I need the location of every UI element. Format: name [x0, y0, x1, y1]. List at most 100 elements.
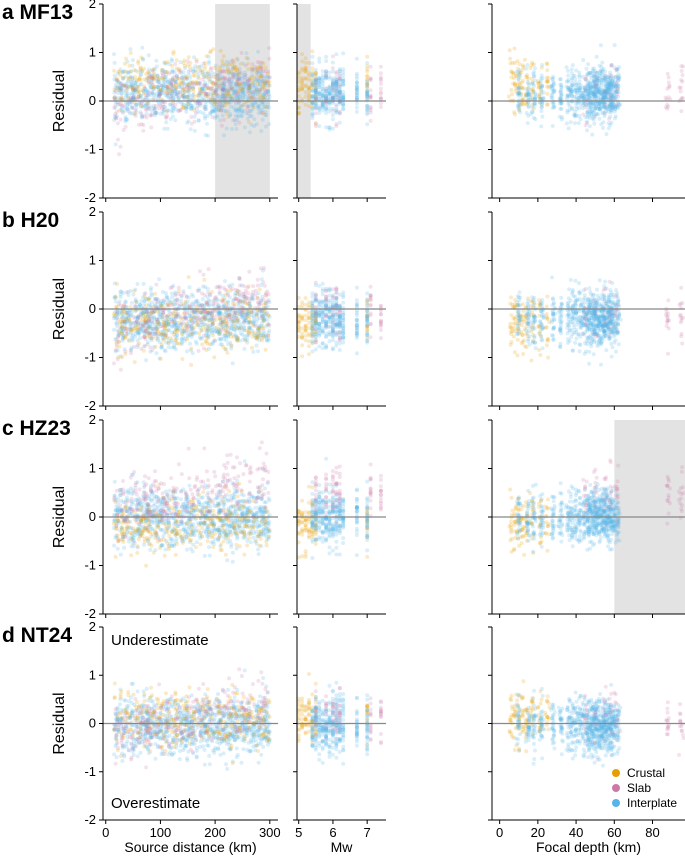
data-point-interplate: [232, 96, 237, 101]
data-point-interplate: [267, 94, 272, 99]
data-point-interplate: [241, 88, 246, 93]
data-point-crustal: [307, 344, 311, 349]
data-point-interplate: [130, 105, 135, 110]
data-point-interplate: [260, 102, 264, 107]
data-point-interplate: [188, 103, 193, 108]
data-point-interplate: [330, 315, 335, 320]
data-point-interplate: [237, 94, 242, 99]
data-point-interplate: [612, 43, 617, 48]
data-point-interplate: [155, 73, 160, 78]
data-point-interplate: [341, 107, 346, 112]
data-point-slab: [219, 123, 224, 128]
data-point-slab: [663, 95, 668, 100]
data-point-interplate: [337, 84, 342, 89]
data-point-slab: [124, 329, 129, 334]
data-point-interplate: [540, 105, 544, 110]
data-point-interplate: [176, 92, 181, 97]
data-point-interplate: [177, 85, 182, 90]
data-point-interplate: [232, 89, 237, 94]
data-point-interplate: [604, 132, 609, 137]
data-point-slab: [192, 119, 197, 124]
data-point-interplate: [251, 82, 256, 87]
data-point-interplate: [334, 52, 339, 57]
y-tick-label: -2: [84, 190, 96, 205]
data-point-crustal: [300, 76, 305, 80]
data-point-interplate: [121, 88, 126, 93]
data-point-crustal: [144, 303, 149, 308]
data-point-interplate: [248, 91, 253, 95]
data-point-slab: [262, 283, 267, 288]
data-point-interplate: [169, 109, 174, 114]
data-point-interplate: [160, 91, 165, 95]
data-point-interplate: [247, 87, 252, 92]
data-point-interplate: [246, 97, 251, 102]
data-point-interplate: [156, 78, 161, 82]
data-point-interplate: [617, 77, 622, 82]
data-point-interplate: [310, 101, 315, 106]
data-point-slab: [114, 341, 119, 346]
data-point-slab: [195, 106, 199, 111]
data-point-crustal: [160, 342, 164, 347]
panel-h20-0: 210-1-2: [84, 204, 278, 413]
data-point-slab: [149, 113, 154, 118]
data-point-interplate: [133, 103, 138, 108]
data-point-interplate: [149, 78, 154, 83]
data-point-interplate: [341, 101, 346, 106]
data-point-slab: [213, 96, 218, 101]
data-point-interplate: [222, 108, 227, 113]
data-point-interplate: [258, 63, 263, 68]
data-point-interplate: [188, 127, 193, 132]
data-point-interplate: [586, 62, 591, 67]
data-point-slab: [134, 319, 139, 324]
data-point-interplate: [334, 318, 339, 322]
data-point-crustal: [180, 326, 185, 331]
data-point-interplate: [220, 91, 225, 96]
data-point-crustal: [186, 101, 190, 106]
data-point-interplate: [245, 79, 250, 84]
data-point-interplate: [193, 339, 198, 344]
data-point-interplate: [191, 69, 195, 74]
data-point-interplate: [152, 72, 157, 77]
data-point-interplate: [266, 88, 271, 93]
data-point-interplate: [251, 103, 256, 108]
data-point-crustal: [202, 277, 207, 282]
data-point-interplate: [134, 80, 139, 85]
data-point-interplate: [221, 84, 226, 88]
data-point-interplate: [310, 309, 315, 314]
data-point-interplate: [341, 323, 346, 328]
data-point-interplate: [198, 103, 203, 108]
data-point-slab: [251, 90, 256, 94]
data-point-interplate: [237, 76, 242, 81]
data-point-interplate: [317, 94, 322, 99]
data-point-interplate: [143, 87, 148, 92]
data-point-interplate: [220, 113, 225, 118]
data-point-interplate: [341, 67, 346, 72]
data-point-interplate: [324, 335, 329, 339]
data-point-crustal: [225, 325, 230, 329]
data-point-interplate: [179, 75, 184, 80]
data-point-interplate: [151, 95, 156, 100]
data-point-interplate: [138, 93, 143, 98]
data-point-interplate: [229, 327, 234, 332]
data-point-interplate: [251, 85, 256, 90]
data-point-interplate: [134, 110, 139, 115]
data-point-slab: [257, 87, 262, 92]
y-tick-label: 1: [89, 253, 96, 268]
data-point-interplate: [310, 113, 315, 118]
data-point-interplate: [254, 87, 259, 92]
data-point-crustal: [365, 74, 370, 79]
data-point-interplate: [214, 106, 218, 111]
data-point-slab: [168, 312, 173, 316]
data-point-interplate: [174, 74, 179, 79]
data-point-crustal: [252, 105, 256, 110]
data-point-slab: [237, 277, 242, 282]
data-point-slab: [260, 74, 265, 79]
data-point-slab: [378, 86, 383, 91]
data-point-slab: [368, 313, 373, 318]
data-point-interplate: [186, 89, 191, 94]
data-point-crustal: [204, 339, 209, 343]
data-point-slab: [368, 335, 373, 340]
data-point-crustal: [207, 77, 211, 82]
data-point-interplate: [525, 80, 530, 85]
data-point-interplate: [157, 277, 162, 282]
